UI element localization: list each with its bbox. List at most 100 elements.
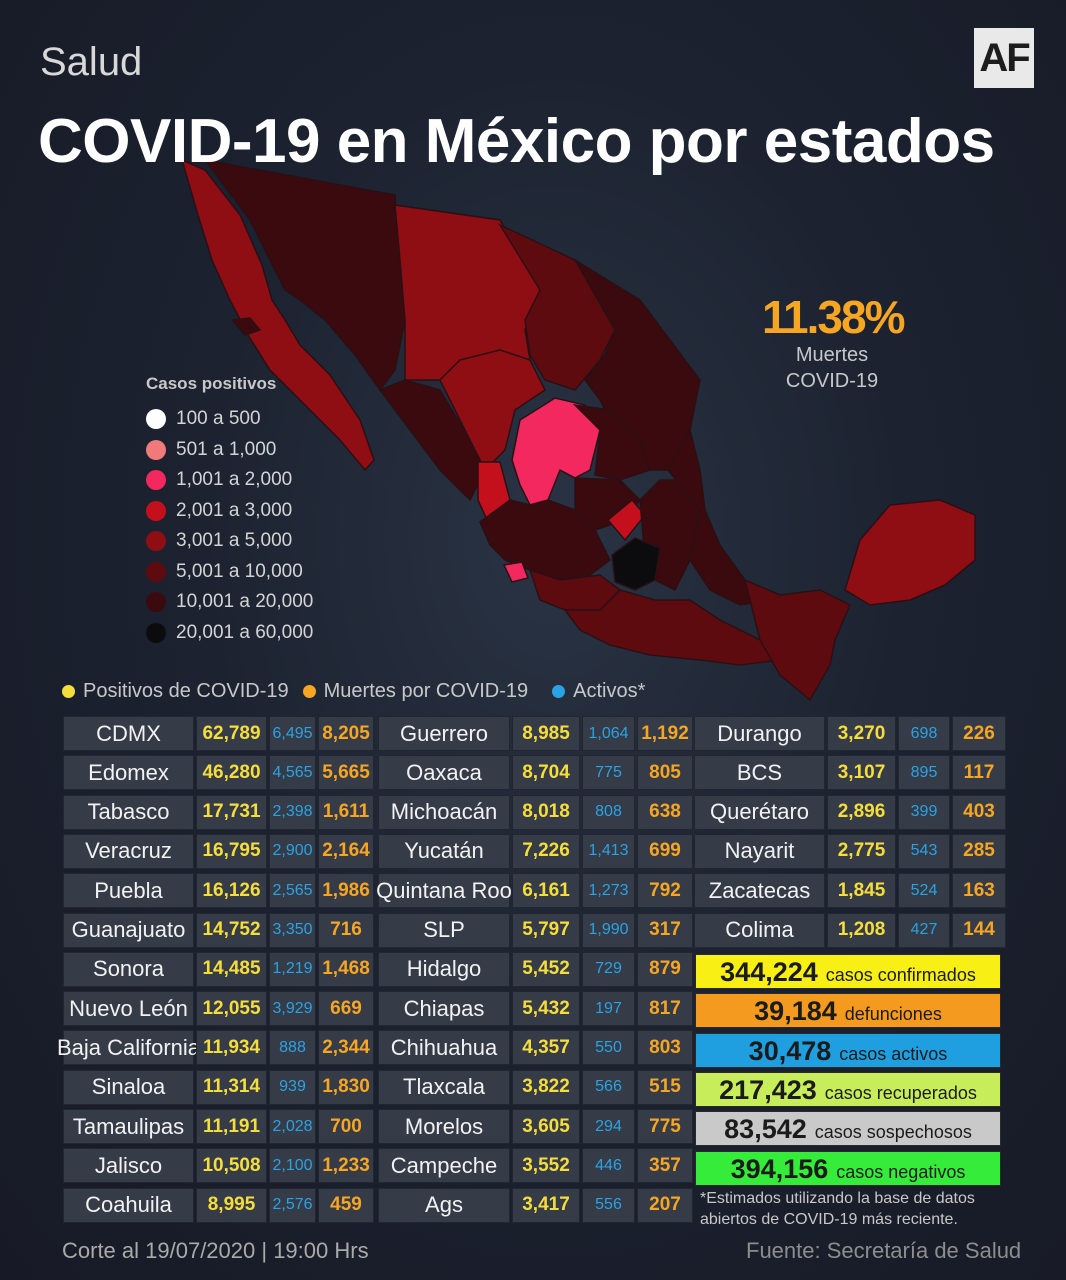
positive-cases-cell: 11,314 bbox=[196, 1069, 267, 1105]
legend-item-label: 5,001 a 10,000 bbox=[176, 560, 303, 582]
deaths-cell: 317 bbox=[637, 912, 693, 948]
active-cases-cell: 775 bbox=[582, 755, 635, 791]
legend-swatch-icon bbox=[146, 561, 166, 582]
key-positivos-label: Positivos de COVID-19 bbox=[83, 680, 289, 702]
active-cases-cell: 2,900 bbox=[269, 833, 316, 869]
positive-cases-cell: 11,191 bbox=[196, 1109, 267, 1144]
active-cases-cell: 2,398 bbox=[269, 794, 316, 830]
tabasco-chiapas-region bbox=[743, 578, 851, 702]
summary-label: casos activos bbox=[839, 1043, 948, 1064]
positive-cases-cell: 8,018 bbox=[512, 794, 580, 830]
legend-item: 1,001 a 2,000 bbox=[146, 465, 313, 496]
legend-item-label: 3,001 a 5,000 bbox=[176, 530, 293, 552]
legend-item: 5,001 a 10,000 bbox=[146, 557, 313, 588]
positive-cases-cell: 14,752 bbox=[196, 912, 267, 948]
positive-cases-cell: 17,731 bbox=[196, 794, 267, 830]
state-name-cell: Guanajuato bbox=[63, 912, 194, 948]
summary-number: 344,224 bbox=[720, 957, 818, 987]
zacatecas-region bbox=[511, 397, 601, 506]
active-cases-cell: 399 bbox=[898, 794, 950, 830]
active-cases-cell: 4,565 bbox=[269, 755, 316, 791]
colima-region bbox=[502, 561, 529, 583]
state-name-cell: Chiapas bbox=[378, 991, 510, 1027]
deaths-cell: 163 bbox=[952, 873, 1006, 909]
deaths-cell: 2,164 bbox=[318, 833, 374, 869]
deaths-cell: 8,205 bbox=[318, 716, 374, 751]
active-cases-cell: 556 bbox=[582, 1187, 635, 1223]
positive-cases-cell: 8,985 bbox=[512, 716, 580, 751]
slp-region bbox=[572, 403, 651, 481]
state-name-cell: Veracruz bbox=[63, 833, 194, 869]
legend-swatch-icon bbox=[146, 531, 166, 552]
positive-cases-cell: 62,789 bbox=[196, 716, 267, 751]
state-name-cell: Michoacán bbox=[378, 794, 510, 830]
state-name-cell: Quintana Roo bbox=[376, 873, 512, 909]
map-legend: Casos positivos 100 a 500 501 a 1,000 1,00… bbox=[146, 374, 313, 648]
chihuahua-region bbox=[394, 204, 541, 381]
data-source: Fuente: Secretaría de Salud bbox=[746, 1238, 1022, 1263]
death-rate-stat: 11.38% Muertes COVID-19 bbox=[762, 292, 905, 394]
column-key: Positivos de COVID-19 Muertes por COVID-… bbox=[62, 680, 659, 703]
active-cases-cell: 543 bbox=[898, 833, 950, 869]
yellow-dot-icon bbox=[62, 685, 75, 698]
legend-item-label: 20,001 a 60,000 bbox=[176, 621, 314, 643]
state-name-cell: Guerrero bbox=[378, 716, 510, 751]
state-name-cell: Chihuahua bbox=[378, 1030, 510, 1066]
state-name-cell: SLP bbox=[378, 912, 510, 948]
positive-cases-cell: 8,995 bbox=[196, 1187, 267, 1223]
deaths-cell: 817 bbox=[637, 991, 693, 1027]
active-cases-cell: 2,100 bbox=[269, 1148, 316, 1184]
key-positivos: Positivos de COVID-19 bbox=[62, 680, 289, 703]
summary-box: 394,156 casos negativos bbox=[695, 1150, 1001, 1186]
page-title: COVID-19 en México por estados bbox=[38, 107, 995, 176]
edomex-region bbox=[611, 537, 661, 591]
state-name-cell: Oaxaca bbox=[378, 755, 510, 791]
state-name-cell: Tabasco bbox=[63, 794, 194, 830]
deaths-cell: 144 bbox=[952, 912, 1006, 948]
bcs-region bbox=[230, 317, 262, 336]
deaths-cell: 5,665 bbox=[318, 755, 374, 791]
state-name-cell: Nayarit bbox=[694, 833, 825, 869]
summary-box: 217,423 casos recuperados bbox=[695, 1071, 1001, 1107]
key-muertes-label: Muertes por COVID-19 bbox=[323, 680, 529, 702]
summary-label: casos negativos bbox=[836, 1161, 966, 1182]
state-name-cell: Durango bbox=[694, 716, 825, 751]
baja-california-region bbox=[180, 158, 375, 472]
state-name-cell: CDMX bbox=[63, 716, 194, 751]
legend-swatch-icon bbox=[146, 622, 166, 643]
deaths-cell: 792 bbox=[637, 873, 693, 909]
summary-number: 83,542 bbox=[724, 1114, 807, 1145]
summary-number: 217,423 bbox=[719, 1074, 817, 1105]
death-rate-label-2: COVID-19 bbox=[785, 370, 879, 392]
legend-item-label: 1,001 a 2,000 bbox=[176, 469, 293, 491]
state-name-cell: Edomex bbox=[63, 755, 194, 791]
legend-item: 501 a 1,000 bbox=[146, 435, 313, 466]
active-cases-cell: 808 bbox=[582, 794, 635, 830]
active-cases-cell: 729 bbox=[582, 951, 635, 987]
deaths-cell: 207 bbox=[637, 1187, 693, 1223]
yucatan-region bbox=[844, 499, 976, 606]
key-activos: Activos* bbox=[552, 680, 645, 703]
positive-cases-cell: 3,605 bbox=[512, 1109, 580, 1144]
active-cases-cell: 427 bbox=[898, 912, 950, 948]
legend-item: 10,001 a 20,000 bbox=[146, 587, 313, 618]
deaths-cell: 669 bbox=[318, 991, 374, 1027]
positive-cases-cell: 3,552 bbox=[512, 1148, 580, 1184]
legend-item-label: 100 a 500 bbox=[176, 408, 261, 430]
positive-cases-cell: 3,417 bbox=[512, 1187, 580, 1223]
legend-item: 100 a 500 bbox=[146, 404, 313, 435]
positive-cases-cell: 14,485 bbox=[196, 951, 267, 987]
summary-box: 39,184 defunciones bbox=[695, 993, 1001, 1029]
positive-cases-cell: 6,161 bbox=[512, 873, 580, 909]
deaths-cell: 1,468 bbox=[318, 951, 374, 987]
state-name-cell: Jalisco bbox=[63, 1148, 194, 1184]
section-label: Salud bbox=[40, 40, 143, 84]
legend-swatch-icon bbox=[146, 500, 166, 521]
state-name-cell: Sonora bbox=[63, 951, 194, 987]
deaths-cell: 638 bbox=[637, 794, 693, 830]
summary-box: 83,542 casos sospechosos bbox=[695, 1111, 1001, 1147]
death-rate-label-1: Muertes bbox=[795, 344, 869, 366]
state-name-cell: Coahuila bbox=[63, 1187, 194, 1223]
deaths-cell: 1,192 bbox=[637, 716, 693, 751]
durango-region bbox=[439, 349, 546, 472]
